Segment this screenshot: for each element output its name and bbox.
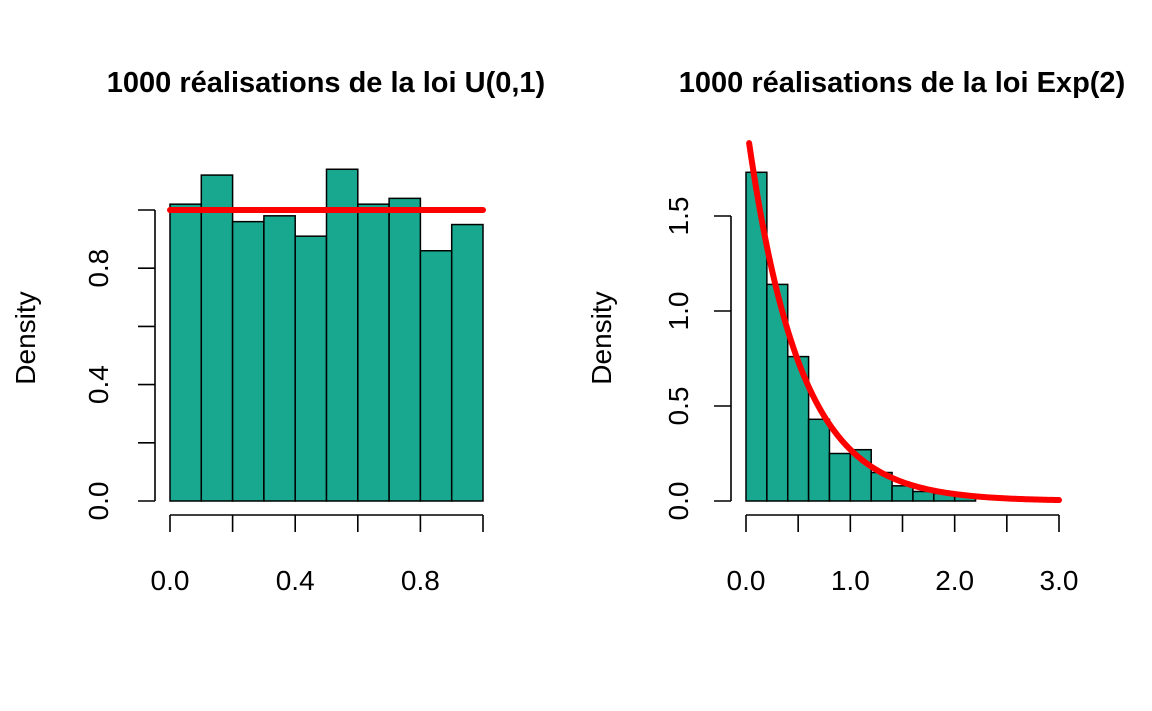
y-axis-label: Density	[10, 291, 41, 384]
histogram-bar	[891, 485, 914, 502]
y-tick-label: 0.8	[83, 249, 114, 288]
y-tick-label: 1.5	[663, 197, 694, 236]
chart-title: 1000 réalisations de la loi U(0,1)	[107, 67, 545, 99]
x-axis: 0.0 1.0 2.0 3.0	[727, 514, 1079, 596]
y-axis: 0.0 0.4 0.8	[83, 209, 156, 521]
x-tick-label: 0.4	[276, 565, 315, 596]
histogram-bar	[419, 249, 453, 502]
y-tick-label: 0.4	[83, 365, 114, 404]
histogram-bar	[263, 215, 296, 502]
histogram-bar	[388, 197, 422, 502]
histogram-bar	[325, 168, 359, 502]
y-tick-label: 1.0	[663, 292, 694, 331]
exponential-histogram-panel: 1000 réalisations de la loi Exp(2) Densi…	[586, 67, 1125, 596]
histogram-bar	[231, 220, 265, 502]
x-tick-label: 0.8	[401, 565, 440, 596]
histogram-bar	[807, 418, 831, 502]
histogram-bar	[169, 203, 203, 502]
uniform-histogram-panel: 1000 réalisations de la loi U(0,1) Densi…	[10, 67, 545, 596]
x-axis: 0.0 0.4 0.8	[151, 514, 484, 596]
chart-title: 1000 réalisations de la loi Exp(2)	[679, 67, 1125, 99]
y-tick-label: 0.5	[663, 387, 694, 426]
x-tick-label: 3.0	[1040, 565, 1079, 596]
x-tick-label: 2.0	[935, 565, 974, 596]
x-tick-label: 0.0	[727, 565, 766, 596]
bars	[169, 168, 484, 502]
y-tick-label: 0.0	[83, 482, 114, 521]
x-tick-label: 1.0	[831, 565, 870, 596]
histogram-bar	[200, 174, 234, 502]
histogram-bar	[450, 223, 484, 502]
density-curve-layer	[746, 140, 1062, 504]
x-tick-label: 0.0	[151, 565, 190, 596]
histogram-bar	[294, 235, 328, 502]
y-tick-label: 0.0	[663, 482, 694, 521]
bars	[745, 171, 977, 502]
density-curve	[746, 140, 1062, 504]
histogram-bar	[828, 452, 852, 502]
histogram-bar	[357, 203, 390, 502]
y-axis: 0.0 0.5 1.0 1.5	[663, 197, 732, 521]
y-axis-label: Density	[586, 291, 617, 384]
